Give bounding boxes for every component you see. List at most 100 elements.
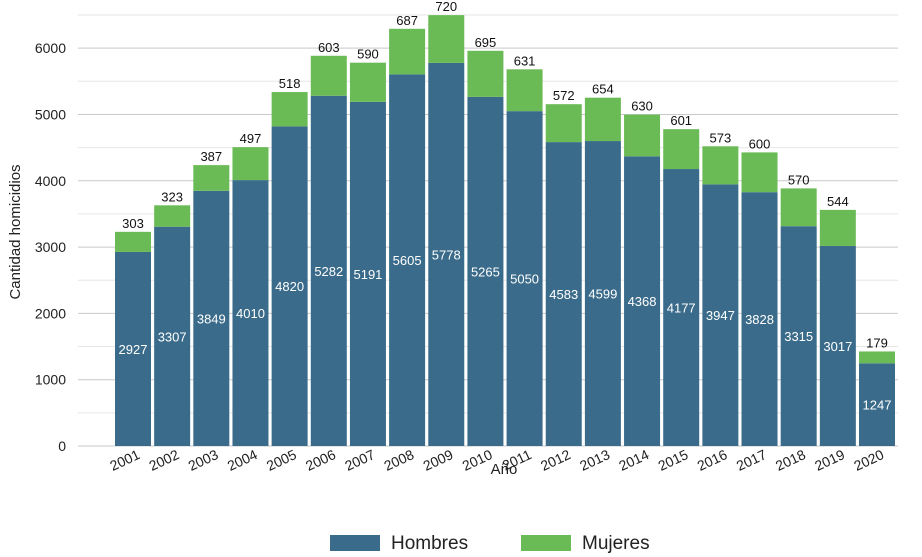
x-tick-label: 2003 (186, 446, 221, 474)
x-tick-label: 2017 (734, 446, 769, 474)
bar-mujeres-2013 (584, 97, 621, 142)
bar-hombres-2007 (349, 101, 386, 447)
x-tick-label: 2016 (695, 446, 730, 474)
data-label-hombres-2014: 4368 (628, 294, 657, 309)
y-tick-label: 4000 (35, 173, 66, 189)
legend-label-hombres: Hombres (391, 533, 468, 554)
x-tick-label: 2007 (342, 446, 377, 474)
x-tick-label: 2019 (812, 446, 847, 474)
data-label-hombres-2002: 3307 (158, 329, 187, 344)
bar-mujeres-2008 (389, 28, 426, 75)
bars: 303 2927 323 3307 387 3849 497 4010 518 4820 603 52… (115, 0, 895, 447)
y-axis-title: Cantidad homicidios (7, 164, 24, 299)
bar-hombres-2006 (310, 95, 347, 447)
legend-swatch-mujeres (521, 535, 571, 551)
bar-hombres-2013 (584, 141, 621, 447)
bar-hombres-2019 (819, 245, 856, 446)
y-tick-label: 2000 (35, 305, 66, 321)
data-label-mujeres-2019: 544 (827, 194, 849, 209)
data-label-hombres-2017: 3828 (745, 312, 774, 327)
x-tick-label: 2013 (577, 446, 612, 474)
x-tick-label: 2008 (381, 446, 416, 474)
y-axis-ticks: 0 1000 2000 3000 4000 5000 6000 (35, 40, 66, 454)
legend: Hombres Mujeres (330, 533, 650, 554)
bar-mujeres-2018 (780, 188, 817, 227)
data-label-mujeres-2004: 497 (240, 131, 262, 146)
data-label-hombres-2010: 5265 (471, 264, 500, 279)
data-label-mujeres-2010: 695 (475, 35, 497, 50)
data-label-mujeres-2007: 590 (357, 47, 379, 62)
bar-hombres-2018 (780, 226, 817, 446)
x-tick-label: 2001 (107, 446, 142, 474)
data-label-hombres-2005: 4820 (275, 279, 304, 294)
bar-mujeres-2010 (467, 50, 504, 97)
bar-mujeres-2001 (115, 231, 151, 252)
data-label-hombres-2015: 4177 (667, 301, 696, 316)
x-tick-label: 2010 (460, 446, 495, 474)
data-label-mujeres-2003: 387 (200, 149, 222, 164)
data-label-mujeres-2014: 630 (631, 99, 653, 114)
data-label-hombres-2008: 5605 (393, 253, 422, 268)
bar-mujeres-2020 (859, 351, 895, 364)
x-tick-label: 2014 (616, 446, 651, 474)
data-label-mujeres-2002: 323 (161, 189, 183, 204)
data-label-mujeres-2013: 654 (592, 82, 614, 97)
bar-mujeres-2016 (702, 146, 739, 185)
bar-hombres-2001 (115, 251, 151, 446)
data-label-mujeres-2015: 601 (670, 113, 692, 128)
data-label-hombres-2020: 1247 (863, 398, 892, 413)
x-tick-label: 2018 (773, 446, 808, 474)
data-label-hombres-2003: 3849 (197, 311, 226, 326)
data-label-mujeres-2001: 303 (122, 216, 144, 231)
data-label-hombres-2018: 3315 (784, 329, 813, 344)
bar-mujeres-2005 (271, 92, 308, 127)
data-label-hombres-2007: 5191 (353, 267, 382, 282)
bar-hombres-2014 (624, 156, 661, 447)
bar-mujeres-2014 (624, 114, 661, 157)
data-label-mujeres-2020: 179 (866, 335, 888, 350)
bar-mujeres-2009 (428, 15, 465, 63)
y-tick-label: 0 (58, 438, 66, 454)
bar-hombres-2015 (663, 169, 700, 446)
bar-hombres-2002 (154, 226, 191, 446)
bar-hombres-2012 (545, 142, 582, 446)
legend-label-mujeres: Mujeres (582, 533, 650, 554)
bar-mujeres-2012 (545, 104, 582, 143)
data-label-mujeres-2011: 631 (514, 53, 536, 68)
bar-hombres-2020 (859, 363, 895, 446)
data-label-mujeres-2006: 603 (318, 40, 340, 55)
bar-mujeres-2006 (310, 55, 347, 96)
y-tick-label: 1000 (35, 372, 66, 388)
data-label-mujeres-2016: 573 (710, 130, 732, 145)
bar-hombres-2016 (702, 184, 739, 446)
x-tick-label: 2015 (655, 446, 690, 474)
data-label-hombres-2013: 4599 (588, 287, 617, 302)
x-tick-label: 2009 (421, 446, 456, 474)
bar-mujeres-2011 (506, 69, 543, 112)
data-label-hombres-2004: 4010 (236, 306, 265, 321)
x-tick-label: 2006 (303, 446, 338, 474)
bar-hombres-2010 (467, 96, 504, 446)
bar-mujeres-2017 (741, 152, 778, 193)
x-tick-label: 2004 (225, 446, 260, 474)
data-label-mujeres-2005: 518 (279, 76, 301, 91)
data-label-hombres-2006: 5282 (314, 264, 343, 279)
bar-mujeres-2015 (663, 129, 700, 170)
data-label-mujeres-2018: 570 (788, 172, 810, 187)
y-tick-label: 5000 (35, 106, 66, 122)
data-label-hombres-2001: 2927 (119, 342, 148, 357)
data-label-hombres-2011: 5050 (510, 272, 539, 287)
x-tick-label: 2020 (851, 446, 886, 474)
bar-hombres-2011 (506, 111, 543, 447)
bar-mujeres-2003 (193, 165, 230, 191)
y-tick-label: 6000 (35, 40, 66, 56)
data-label-hombres-2009: 5778 (432, 247, 461, 262)
bar-hombres-2004 (232, 180, 269, 447)
data-label-hombres-2012: 4583 (549, 287, 578, 302)
data-label-hombres-2016: 3947 (706, 308, 735, 323)
x-tick-label: 2002 (146, 446, 181, 474)
bar-hombres-2003 (193, 190, 230, 446)
x-axis-title: Año (491, 461, 518, 478)
data-label-mujeres-2012: 572 (553, 88, 575, 103)
